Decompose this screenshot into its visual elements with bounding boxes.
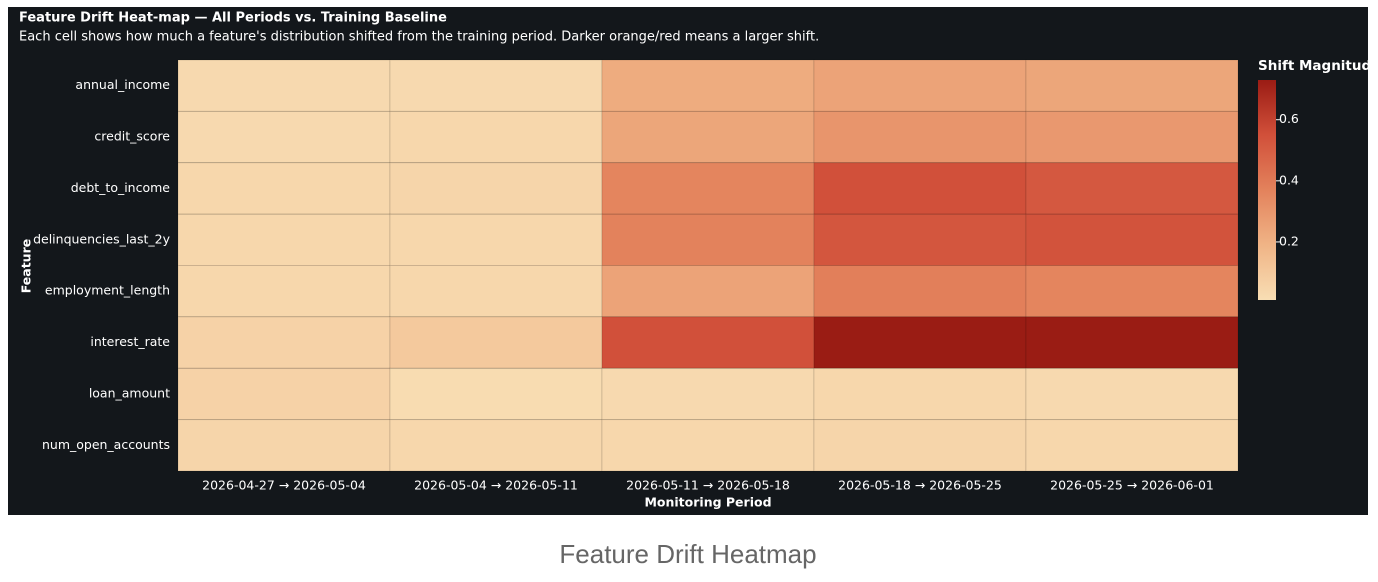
y-tick-label: employment_length: [45, 283, 170, 298]
heatmap-cell: [813, 316, 1027, 369]
heatmap-cell: [177, 265, 391, 318]
heatmap-cell: [1025, 265, 1239, 318]
heatmap-cell: [601, 59, 815, 112]
heatmap-cell: [389, 59, 603, 112]
y-tick-label: credit_score: [94, 129, 170, 144]
heatmap-cell: [813, 265, 1027, 318]
heatmap-cell: [1025, 316, 1239, 369]
heatmap-cell: [177, 367, 391, 421]
heatmap-cell: [601, 110, 815, 164]
heatmap-cell: [177, 419, 391, 472]
heatmap-cell: [601, 367, 815, 421]
heatmap-cell: [1025, 162, 1239, 215]
heatmap-cell: [177, 213, 391, 266]
heatmap-cell: [177, 59, 391, 112]
heatmap-cell: [177, 316, 391, 369]
y-tick-label: debt_to_income: [71, 180, 171, 195]
heatmap-cell: [177, 110, 391, 164]
x-tick-label: 2026-04-27 → 2026-05-04: [202, 478, 366, 493]
heatmap-cell: [389, 162, 603, 215]
colorbar-tick-label: 0.2: [1279, 233, 1299, 248]
heatmap-cell: [389, 367, 603, 421]
caption: Feature Drift Heatmap: [559, 539, 816, 569]
x-tick-label: 2026-05-04 → 2026-05-11: [414, 478, 578, 493]
heatmap-cell: [813, 213, 1027, 266]
colorbar-title: Shift Magnitude: [1258, 58, 1378, 74]
x-tick-label: 2026-05-11 → 2026-05-18: [626, 478, 790, 493]
heatmap-cell: [389, 110, 603, 164]
heatmap-cell: [601, 419, 815, 472]
heatmap-cell: [1025, 213, 1239, 266]
colorbar-tick-label: 0.4: [1279, 172, 1299, 187]
heatmap-cell: [601, 316, 815, 369]
x-axis-label: Monitoring Period: [644, 495, 771, 510]
heatmap-cell: [389, 316, 603, 369]
chart-subtitle: Each cell shows how much a feature's dis…: [19, 30, 819, 45]
heatmap-cell: [813, 59, 1027, 112]
heatmap-cell: [389, 419, 603, 472]
heatmap-cell: [1025, 419, 1239, 472]
y-axis-label: Feature: [19, 239, 34, 293]
y-tick-label: annual_income: [75, 77, 170, 92]
colorbar-tick-label: 0.6: [1279, 111, 1299, 126]
heatmap-cell: [813, 367, 1027, 421]
heatmap-cell: [177, 162, 391, 215]
heatmap-cell: [813, 162, 1027, 215]
heatmap-cell: [389, 265, 603, 318]
heatmap-cell: [1025, 59, 1239, 112]
heatmap-cell: [601, 213, 815, 266]
colorbar: [1258, 80, 1276, 300]
heatmap-cell: [1025, 367, 1239, 421]
heatmap-cell: [601, 265, 815, 318]
heatmap-cell: [1025, 110, 1239, 164]
x-tick-label: 2026-05-25 → 2026-06-01: [1050, 478, 1214, 493]
heatmap-cell: [813, 419, 1027, 472]
y-tick-label: interest_rate: [90, 334, 170, 349]
heatmap-cell: [813, 110, 1027, 164]
y-tick-label: num_open_accounts: [42, 437, 170, 452]
heatmap-cell: [389, 213, 603, 266]
y-tick-label: delinquencies_last_2y: [33, 231, 171, 246]
chart-title: Feature Drift Heat-map — All Periods vs.…: [19, 11, 447, 26]
y-tick-label: loan_amount: [89, 385, 170, 400]
x-tick-label: 2026-05-18 → 2026-05-25: [838, 478, 1002, 493]
heatmap-cell: [601, 162, 815, 215]
